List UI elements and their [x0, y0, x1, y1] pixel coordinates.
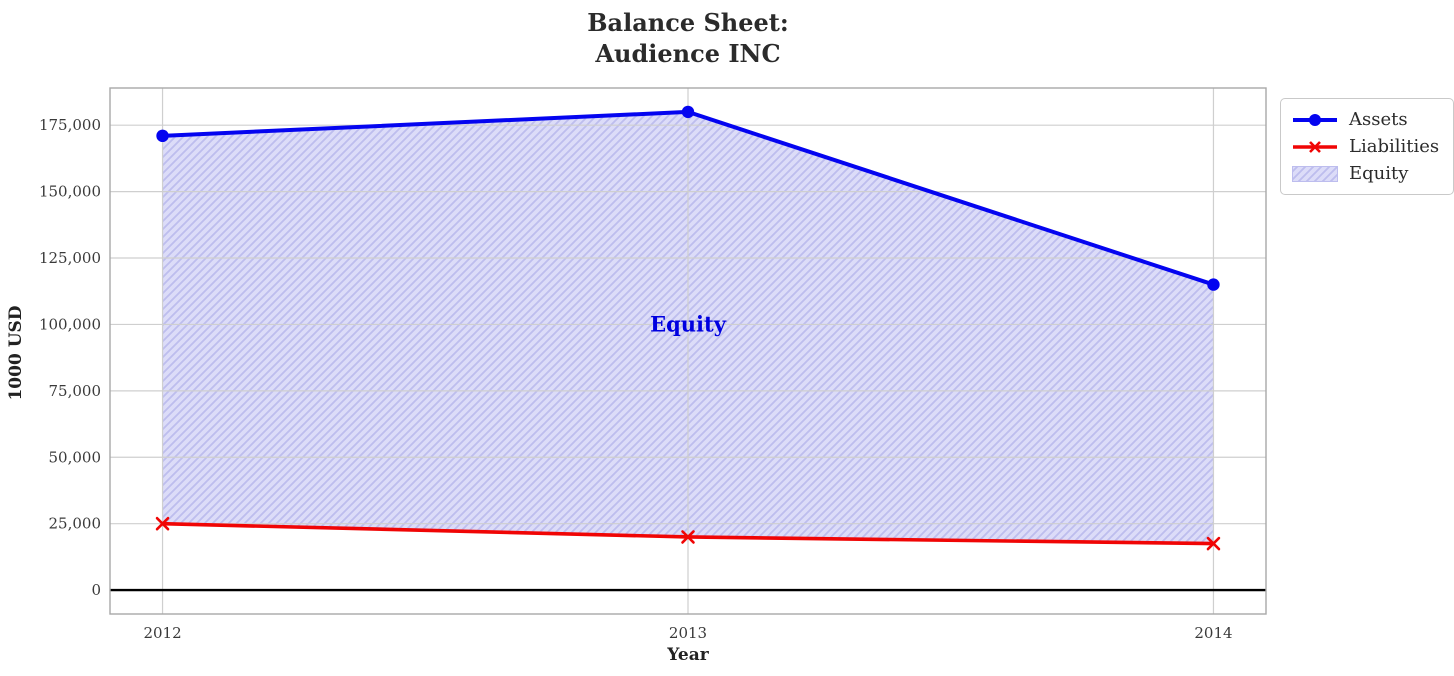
liabilities-markers — [155, 516, 1221, 551]
y-tick-label: 0 — [91, 581, 101, 599]
gridlines — [110, 88, 1266, 614]
liabilities-line-sample-icon — [1293, 140, 1337, 153]
chart-title-line-1: Balance Sheet: — [587, 8, 789, 37]
equity-hatch-swatch-icon — [1292, 165, 1338, 182]
legend: Assets Liabilities Equity — [1280, 98, 1454, 195]
legend-label-assets: Assets — [1349, 109, 1408, 130]
legend-label-liabilities: Liabilities — [1349, 136, 1440, 157]
assets-line-sample-icon — [1293, 113, 1337, 126]
chart-title: Balance Sheet: Audience INC — [110, 7, 1266, 69]
y-tick-labels: 0 25,000 50,000 75,000 100,000 125,000 150,000… — [39, 116, 101, 599]
y-tick-label: 175,000 — [39, 116, 101, 134]
plot-border — [109, 87, 1267, 615]
x-tick-label: 2012 — [143, 624, 181, 642]
y-axis-label: 1000 USD — [6, 305, 26, 401]
x-tick-labels: 2012 2013 2014 — [143, 624, 1232, 642]
y-tick-label: 75,000 — [49, 382, 102, 400]
y-tick-label: 25,000 — [49, 515, 102, 533]
legend-item-liabilities: Liabilities — [1291, 133, 1439, 160]
equity-annotation: Equity — [650, 311, 726, 337]
assets-markers — [156, 105, 1220, 291]
legend-label-equity: Equity — [1349, 163, 1409, 184]
chart-title-line-2: Audience INC — [595, 39, 781, 68]
y-tick-label: 150,000 — [39, 183, 101, 201]
legend-item-assets: Assets — [1291, 106, 1439, 133]
y-tick-label: 125,000 — [39, 249, 101, 267]
x-axis-label: Year — [667, 645, 709, 665]
x-tick-label: 2014 — [1194, 624, 1232, 642]
y-tick-label: 100,000 — [39, 315, 101, 333]
legend-item-equity: Equity — [1291, 160, 1439, 187]
y-tick-label: 50,000 — [49, 448, 102, 466]
x-tick-label: 2013 — [669, 624, 707, 642]
